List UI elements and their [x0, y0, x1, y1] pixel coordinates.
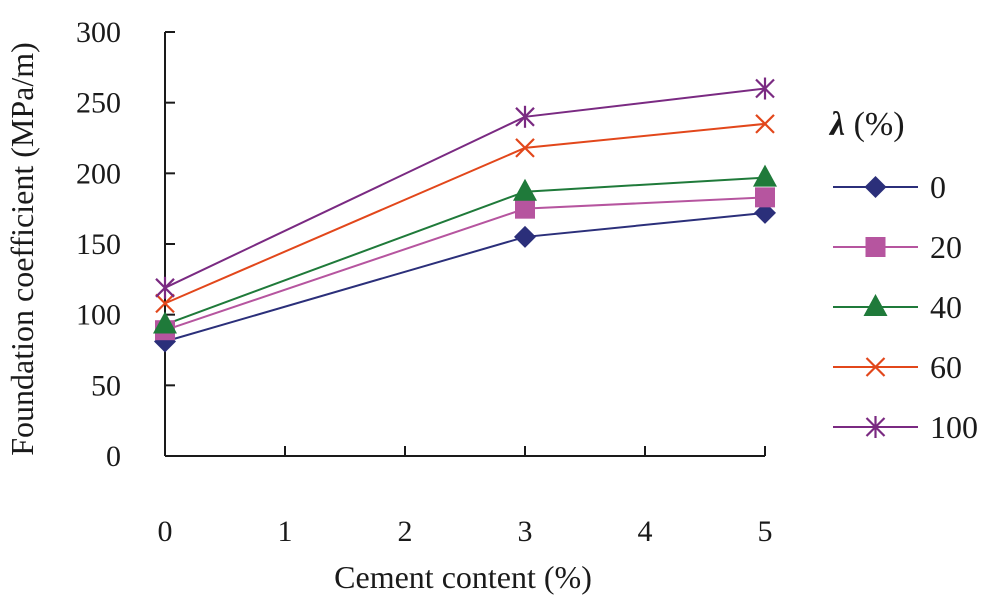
series-line-100: [164, 87, 766, 289]
x-axis-title: Cement content (%): [334, 559, 592, 595]
x-tick-label: 0: [158, 515, 173, 548]
data-point-100: [755, 77, 775, 100]
legend-label: 20: [930, 229, 962, 265]
legend-label: 0: [930, 169, 946, 205]
legend-title: λ (%): [828, 106, 905, 143]
legend: λ (%) 0 20 40 60 100: [828, 106, 978, 445]
series-line-0: [164, 211, 766, 343]
data-point-40: [153, 311, 177, 334]
legend-marker-60: [865, 357, 886, 377]
data-point-60-stroke: [755, 114, 775, 134]
data-point-100: [155, 276, 175, 299]
legend-title-spacer: [845, 106, 854, 143]
y-tick-label: 150: [76, 228, 121, 261]
y-tick-label: 50: [91, 369, 121, 402]
x-tick-label: 5: [758, 515, 773, 548]
legend-marker-100: [865, 416, 886, 438]
legend-label: 60: [930, 349, 962, 385]
legend-item-0: 0: [833, 169, 946, 205]
legend-item-20: 20: [833, 229, 962, 265]
legend-label: 40: [930, 289, 962, 325]
data-point-60-stroke: [515, 138, 535, 158]
data-point-20: [515, 198, 535, 219]
x-tick-label: 1: [278, 515, 293, 548]
y-tick-label: 200: [76, 157, 121, 190]
legend-items: 0 20 40 60 100: [833, 169, 978, 445]
data-point-60: [155, 293, 175, 314]
legend-item-60: 60: [833, 349, 962, 385]
series-line-40: [164, 176, 766, 326]
y-tick-label: 0: [106, 440, 121, 473]
y-ticks: 0 50 100 150 200 250 300: [76, 16, 175, 473]
legend-marker-20: [865, 237, 886, 257]
legend-marker-60-stroke: [865, 357, 886, 377]
data-point-0: [514, 225, 536, 248]
x-tick-label: 4: [638, 515, 653, 548]
legend-marker-0: [864, 176, 887, 198]
y-axis-title: Foundation coefficient (MPa/m): [4, 42, 40, 456]
x-tick-label: 2: [398, 515, 413, 548]
data-point-40: [753, 164, 777, 187]
data-point-60: [515, 138, 535, 158]
legend-item-40: 40: [833, 289, 962, 325]
legend-item-100: 100: [833, 409, 978, 445]
series-markers: [153, 77, 777, 353]
y-tick-label: 300: [76, 16, 121, 49]
legend-title-symbol: λ: [828, 106, 845, 143]
x-ticks: 0 1 2 3 4 5: [158, 446, 773, 548]
data-point-100: [515, 105, 535, 128]
y-tick-label: 100: [76, 299, 121, 332]
data-point-20: [755, 187, 775, 208]
data-point-40: [513, 178, 537, 201]
legend-marker-40: [863, 294, 888, 316]
data-point-60: [755, 114, 775, 134]
series-lines: [164, 87, 766, 343]
data-point-0: [754, 201, 776, 224]
x-tick-label: 3: [518, 515, 533, 548]
legend-title-unit: (%): [854, 106, 905, 143]
y-tick-label: 250: [76, 87, 121, 120]
data-point-60-stroke: [155, 293, 175, 314]
legend-label: 100: [930, 409, 978, 445]
